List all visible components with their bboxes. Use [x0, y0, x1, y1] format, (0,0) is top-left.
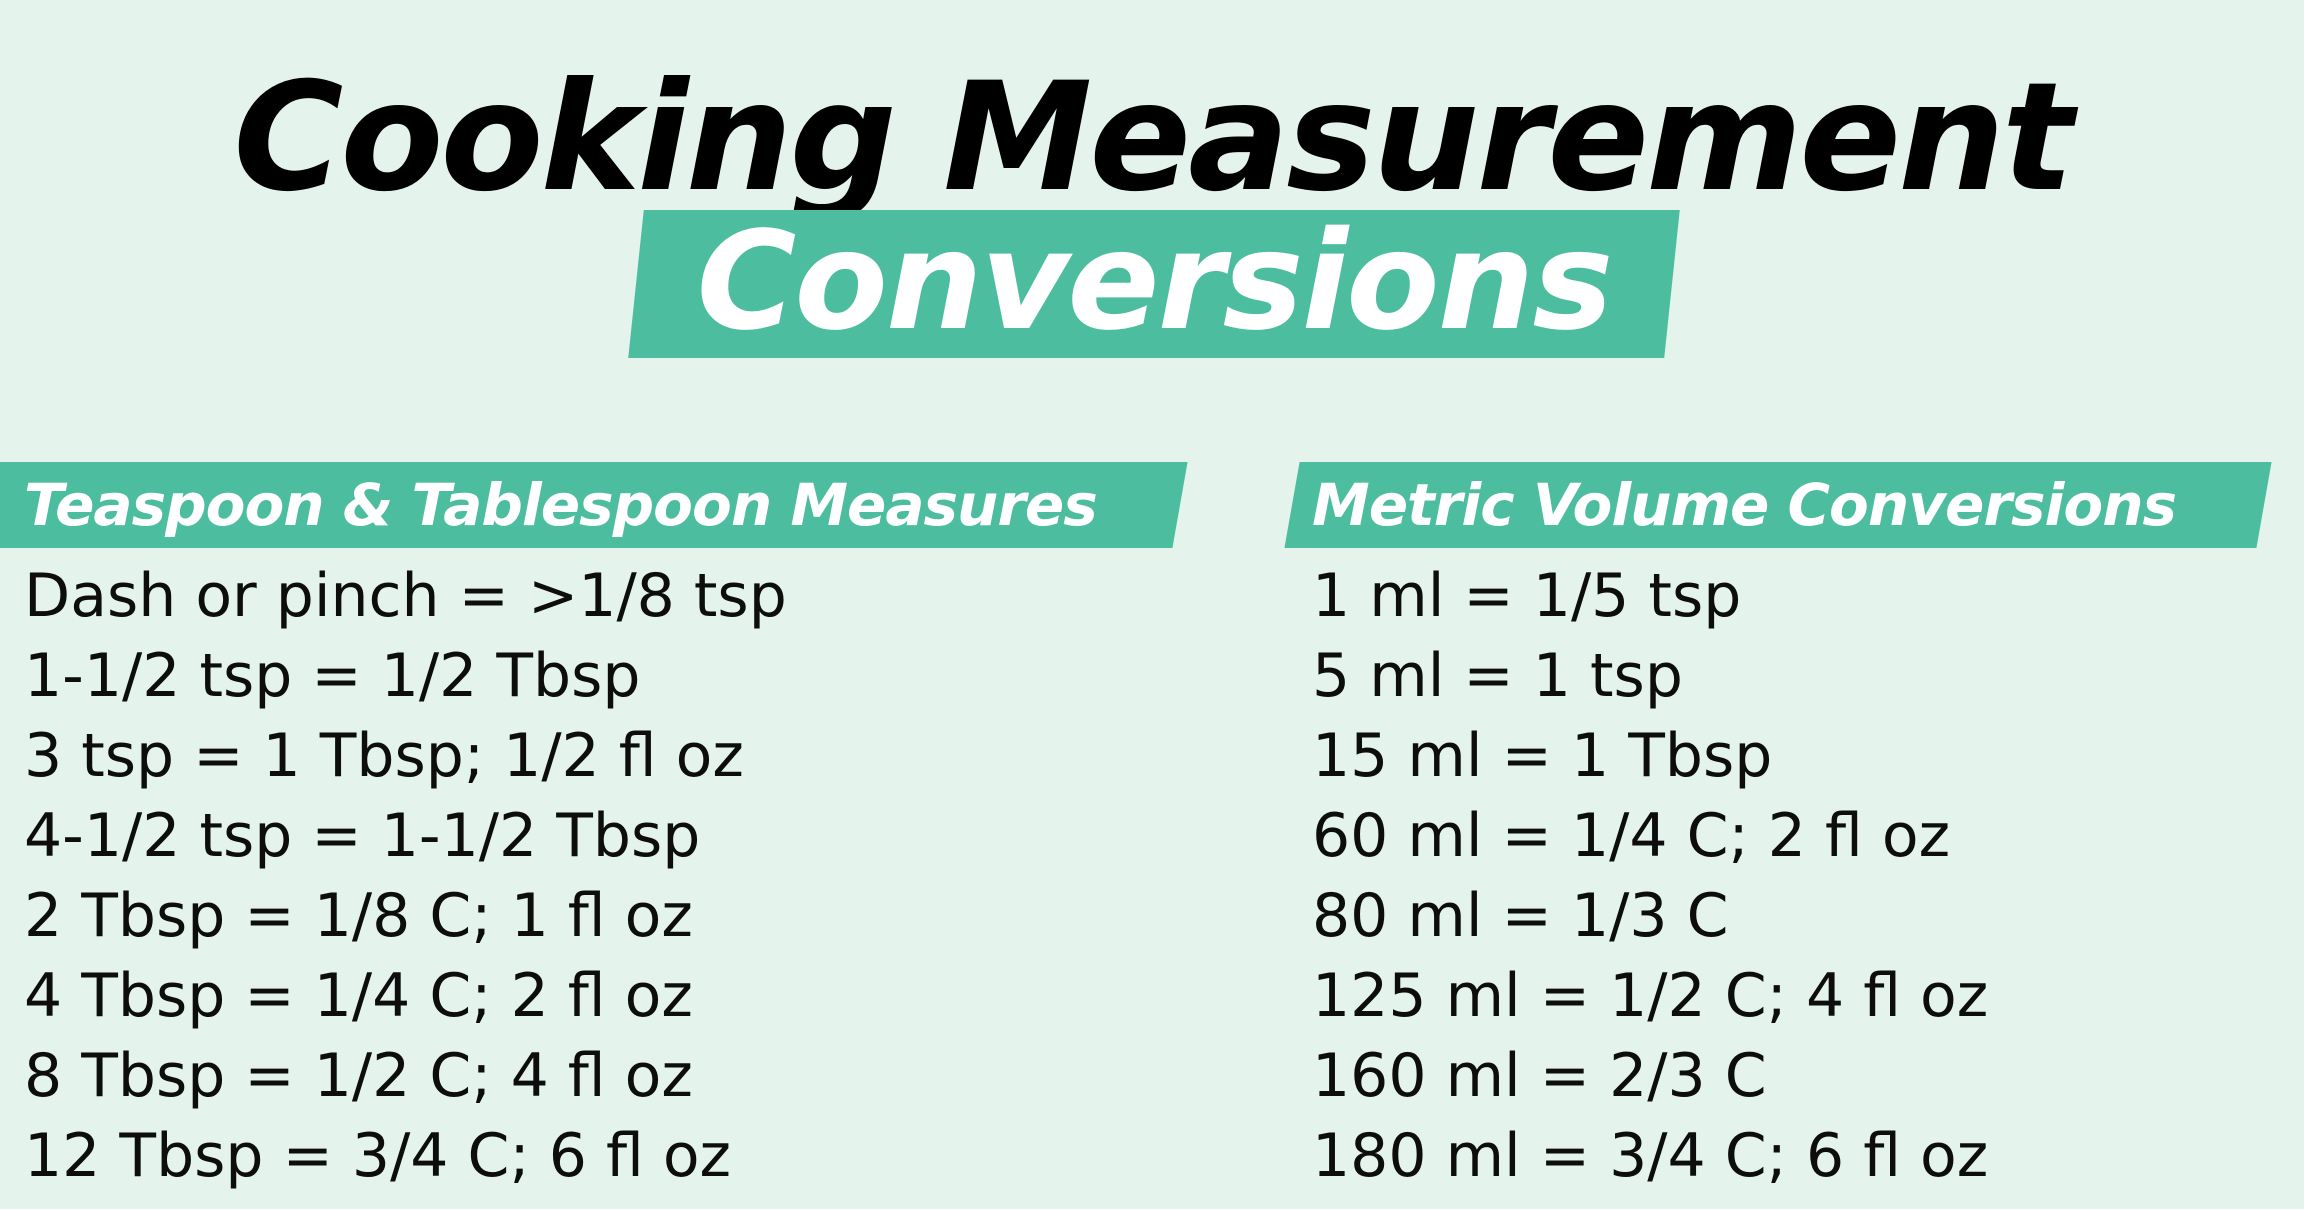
- section-header: Teaspoon & Tablespoon Measures: [0, 462, 1190, 548]
- page-subtitle: Conversions: [696, 203, 1614, 361]
- page-title: Cooking Measurement: [233, 51, 2073, 225]
- teaspoon-tablespoon-section: Teaspoon & Tablespoon Measures Dash or p…: [0, 462, 1190, 1191]
- conversion-row: 180 ml = 3/4 C; 6 fl oz: [1312, 1121, 1989, 1191]
- conversion-list: Dash or pinch = >1/8 tsp 1-1/2 tsp = 1/2…: [24, 556, 787, 1196]
- section-header: Metric Volume Conversions: [1278, 462, 2278, 548]
- metric-volume-section: Metric Volume Conversions 1 ml = 1/5 tsp…: [1278, 462, 2278, 1191]
- conversion-row: 15 ml = 1 Tbsp: [1312, 721, 1773, 791]
- conversion-row: 125 ml = 1/2 C; 4 fl oz: [1312, 961, 1989, 1031]
- section-title: Teaspoon & Tablespoon Measures: [24, 471, 1098, 539]
- conversion-row: 4 Tbsp = 1/4 C; 2 fl oz: [24, 961, 693, 1031]
- conversion-row: 160 ml = 2/3 C: [1312, 1041, 1767, 1111]
- conversion-row: 1-1/2 tsp = 1/2 Tbsp: [24, 641, 641, 711]
- conversion-row: 60 ml = 1/4 C; 2 fl oz: [1312, 801, 1951, 871]
- conversion-row: 12 Tbsp = 3/4 C; 6 fl oz: [24, 1121, 732, 1191]
- conversion-row: 8 Tbsp = 1/2 C; 4 fl oz: [24, 1041, 693, 1111]
- conversion-row: 4-1/2 tsp = 1-1/2 Tbsp: [24, 801, 701, 871]
- conversion-row: 2 Tbsp = 1/8 C; 1 fl oz: [24, 881, 693, 951]
- conversion-row: 1 ml = 1/5 tsp: [1312, 561, 1742, 631]
- conversion-row: Dash or pinch = >1/8 tsp: [24, 561, 787, 631]
- conversion-list: 1 ml = 1/5 tsp 5 ml = 1 tsp 15 ml = 1 Tb…: [1312, 556, 1988, 1196]
- conversion-row: 3 tsp = 1 Tbsp; 1/2 fl oz: [24, 721, 744, 791]
- section-title: Metric Volume Conversions: [1312, 471, 2177, 539]
- conversion-row: 80 ml = 1/3 C: [1312, 881, 1729, 951]
- conversion-row: 5 ml = 1 tsp: [1312, 641, 1683, 711]
